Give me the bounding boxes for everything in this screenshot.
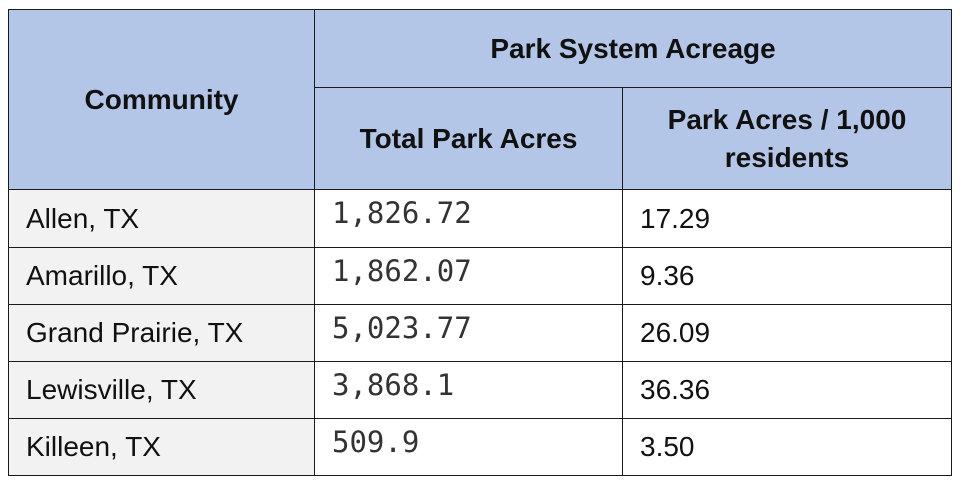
park-acreage-table: Community Park System Acreage Total Park… [8, 9, 953, 476]
header-per-1000-line1: Park Acres / 1,000 [667, 103, 907, 135]
table-row: Lewisville, TX 3,868.1 36.36 [8, 361, 953, 419]
total-acres-cell: 1,862.07 [314, 247, 623, 305]
header-park-acres-per-1000: Park Acres / 1,000 residents [621, 87, 953, 190]
total-acres-cell: 3,868.1 [314, 361, 623, 419]
header-total-park-acres: Total Park Acres [314, 87, 623, 190]
table-row: Grand Prairie, TX 5,023.77 26.09 [8, 304, 953, 362]
total-acres-cell: 5,023.77 [314, 304, 623, 362]
table-row: Killeen, TX 509.9 3.50 [8, 418, 953, 476]
acres-per-1000-cell: 17.29 [621, 189, 953, 248]
table-row: Allen, TX 1,826.72 17.29 [8, 189, 953, 248]
community-cell: Lewisville, TX [8, 361, 315, 419]
community-cell: Killeen, TX [8, 418, 315, 476]
total-acres-cell: 1,826.72 [314, 189, 623, 248]
acres-per-1000-cell: 26.09 [621, 304, 953, 362]
header-park-system-acreage: Park System Acreage [313, 9, 953, 88]
header-community: Community [8, 9, 315, 190]
acres-per-1000-cell: 36.36 [621, 361, 953, 419]
acres-per-1000-cell: 3.50 [621, 418, 953, 476]
community-cell: Allen, TX [8, 189, 315, 248]
community-cell: Grand Prairie, TX [8, 304, 315, 362]
table-row: Amarillo, TX 1,862.07 9.36 [8, 247, 953, 305]
header-per-1000-line2: residents [724, 141, 850, 173]
acres-per-1000-cell: 9.36 [621, 247, 953, 305]
community-cell: Amarillo, TX [8, 247, 315, 305]
total-acres-cell: 509.9 [314, 418, 623, 476]
